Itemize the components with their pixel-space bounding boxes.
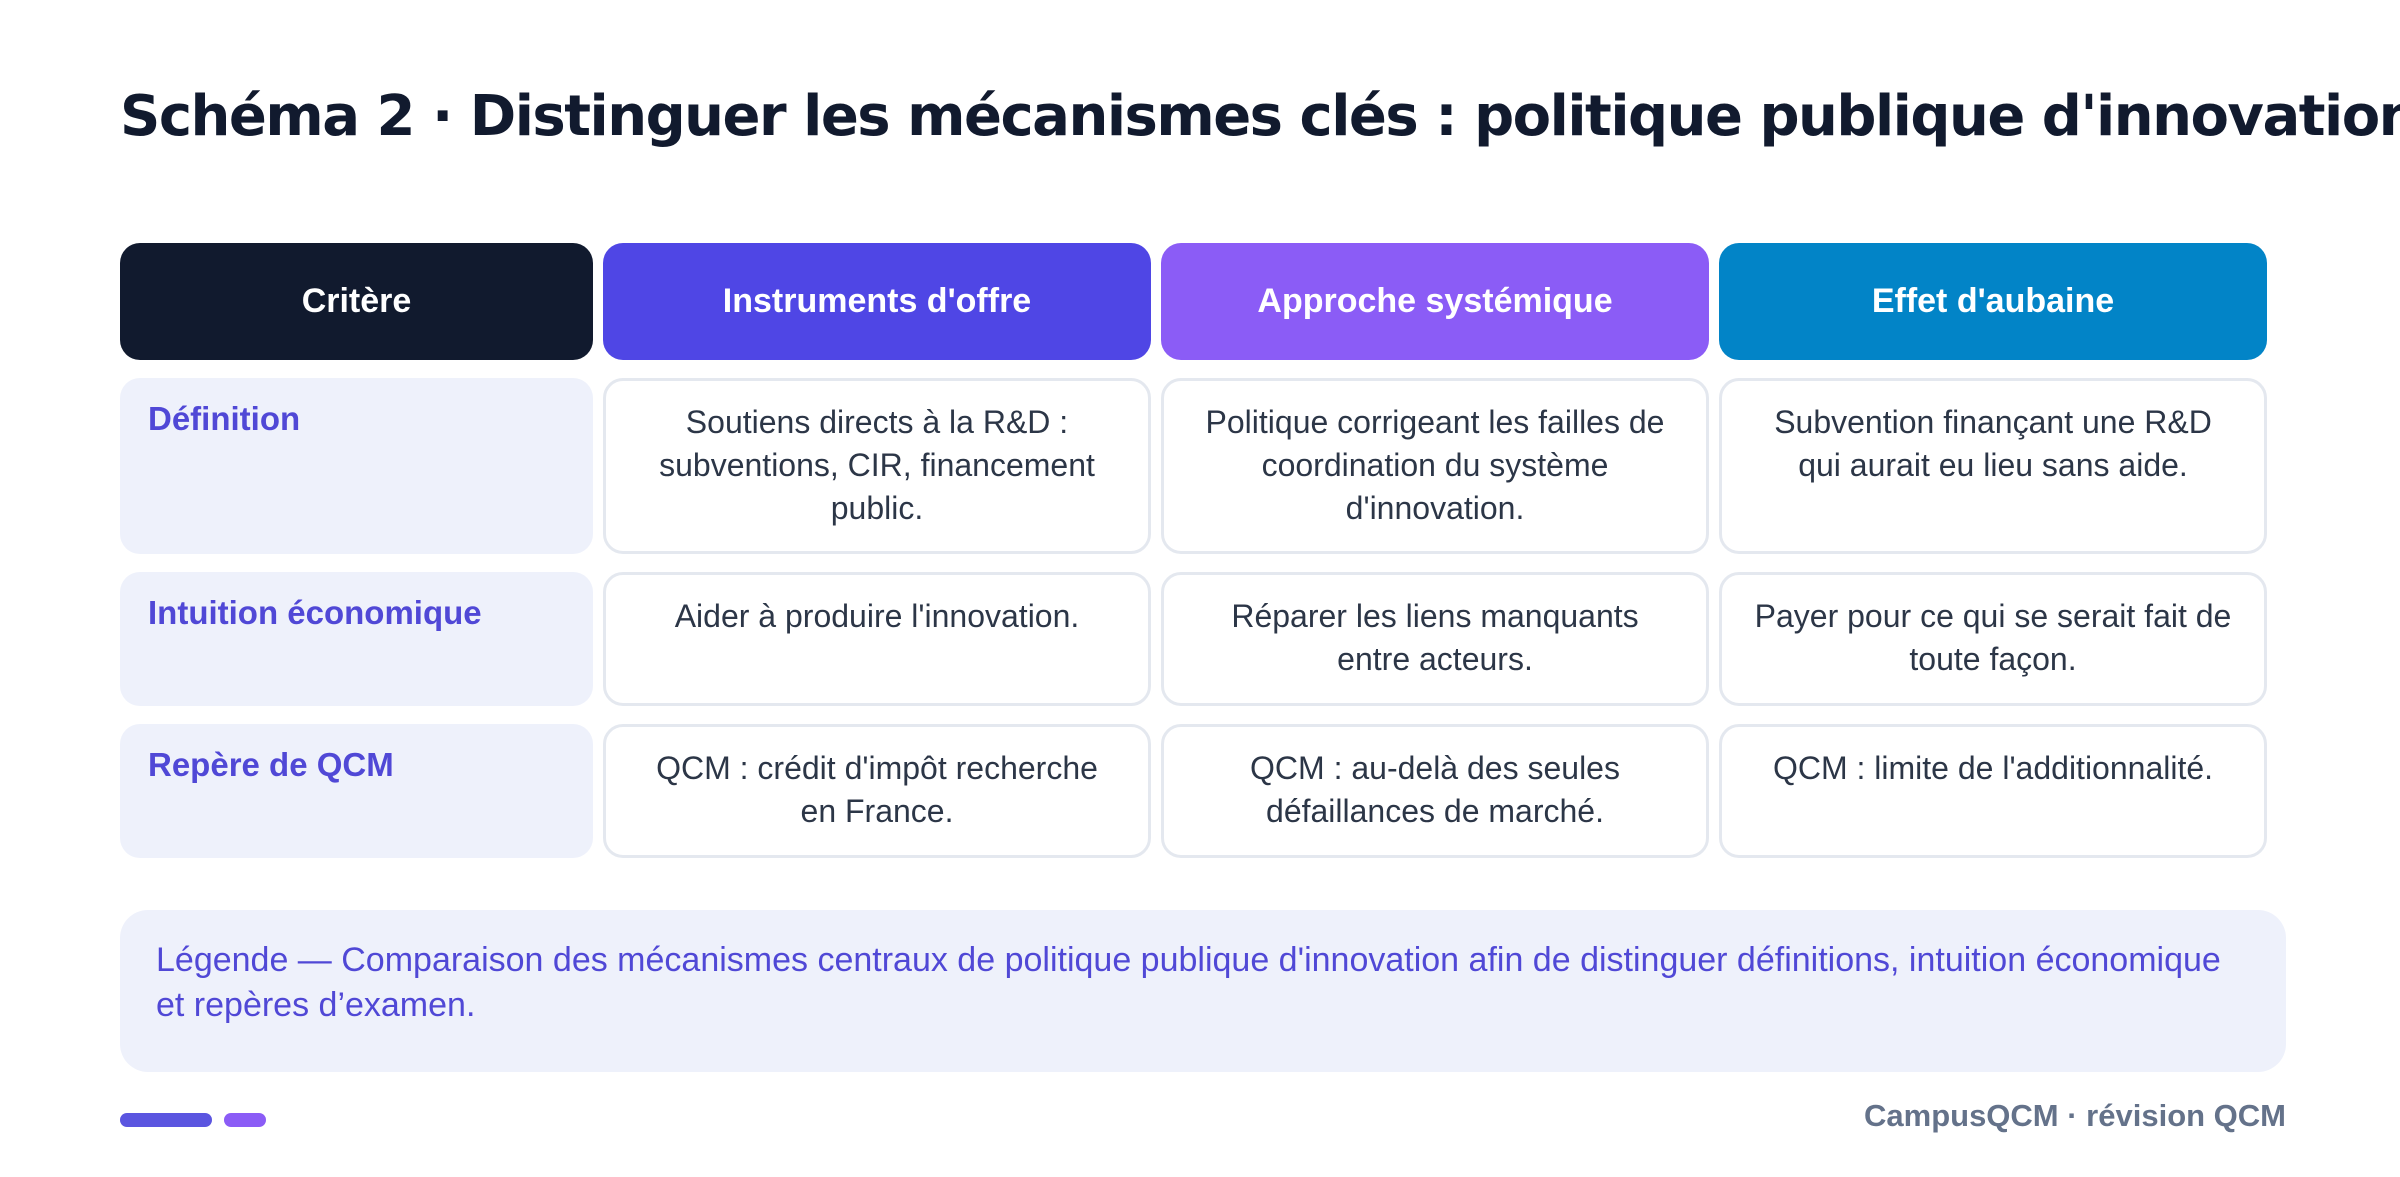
header-critere: Critère	[120, 243, 593, 360]
row-label-definition: Définition	[120, 378, 593, 554]
header-effet-aubaine: Effet d'aubaine	[1719, 243, 2267, 360]
table-cell: Soutiens directs à la R&D : subventions,…	[603, 378, 1151, 554]
legend-box: Légende — Comparaison des mécanismes cen…	[120, 910, 2286, 1072]
table-cell: Subvention finançant une R&D qui aurait …	[1719, 378, 2267, 554]
header-approche-systemique: Approche systémique	[1161, 243, 1709, 360]
table-cell: QCM : crédit d'impôt recherche en France…	[603, 724, 1151, 858]
accent-bar-primary	[120, 1113, 212, 1127]
table-cell: Payer pour ce qui se serait fait de tout…	[1719, 572, 2267, 706]
header-instruments-offre: Instruments d'offre	[603, 243, 1151, 360]
row-label-repere-qcm: Repère de QCM	[120, 724, 593, 858]
footer-brand: CampusQCM · révision QCM	[1864, 1098, 2286, 1133]
table-cell: QCM : au-delà des seules défaillances de…	[1161, 724, 1709, 858]
table-cell: Aider à produire l'innovation.	[603, 572, 1151, 706]
comparison-table: Critère Instruments d'offre Approche sys…	[120, 243, 2267, 858]
page-title: Schéma 2 · Distinguer les mécanismes clé…	[120, 84, 2400, 149]
table-cell: QCM : limite de l'additionnalité.	[1719, 724, 2267, 858]
row-label-intuition: Intuition économique	[120, 572, 593, 706]
table-cell: Réparer les liens manquants entre acteur…	[1161, 572, 1709, 706]
table-cell: Politique corrigeant les failles de coor…	[1161, 378, 1709, 554]
accent-bar-secondary	[224, 1113, 266, 1127]
